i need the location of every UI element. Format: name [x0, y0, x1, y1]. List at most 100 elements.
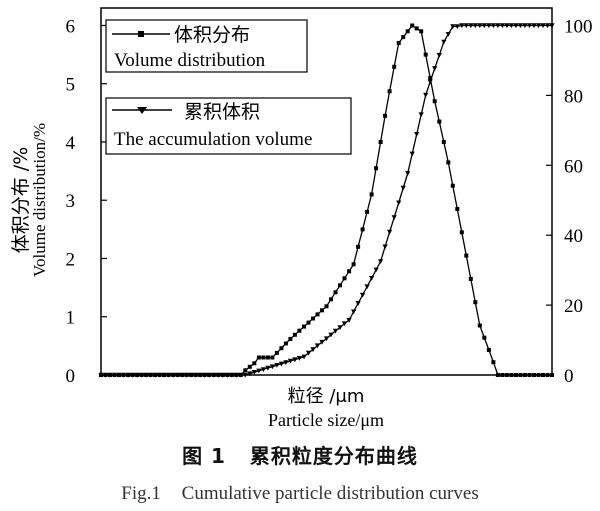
right-tick-label: 40 [564, 226, 583, 247]
triangle-point-marker [544, 23, 551, 29]
square-point-marker [396, 41, 401, 45]
triangle-point-marker [332, 328, 339, 334]
square-point-marker [414, 26, 419, 31]
plot-frame [100, 7, 553, 376]
triangle-point-marker [202, 372, 208, 378]
triangle-point-marker [472, 23, 478, 29]
triangle-point-marker [400, 185, 406, 191]
triangle-point-marker [328, 332, 334, 338]
triangle-point-marker [296, 356, 302, 361]
square-point-marker [338, 283, 342, 288]
triangle-point-marker [323, 336, 330, 342]
triangle-point-marker [436, 53, 442, 58]
triangle-point-marker [454, 24, 460, 30]
figure-title-en: Cumulative particle distribution curves [181, 483, 479, 504]
triangle-point-marker [98, 372, 104, 378]
triangle-point-marker [179, 372, 185, 378]
x-axis-title-cn: 粒径 /μm [288, 386, 365, 407]
triangle-point-marker [116, 372, 122, 378]
square-point-marker [383, 113, 388, 118]
series-accumulation-volume [98, 23, 555, 378]
left-tick-label: 3 [66, 191, 76, 212]
triangle-point-marker [161, 372, 167, 378]
square-point-marker [504, 373, 509, 377]
square-point-marker [392, 64, 397, 69]
left-tick-label: 6 [66, 16, 76, 37]
triangle-point-marker [513, 23, 519, 29]
square-point-marker [545, 373, 550, 377]
square-point-marker [387, 89, 392, 94]
triangle-point-marker [378, 259, 384, 264]
triangle-point-marker [229, 372, 235, 378]
triangle-point-marker [166, 372, 172, 378]
triangle-point-marker [360, 292, 366, 298]
triangle-point-marker [134, 372, 140, 378]
triangle-point-marker [481, 23, 487, 29]
left-tick-label: 2 [66, 249, 76, 270]
figure-title-cn: 累积粒度分布曲线 [249, 444, 418, 468]
legend-volume-cn: 体积分布 [174, 24, 250, 46]
square-point-marker [464, 253, 469, 258]
square-point-marker [509, 373, 514, 377]
triangle-point-marker [540, 23, 546, 29]
square-point-marker [288, 336, 293, 341]
triangle-point-marker [107, 372, 113, 378]
triangle-point-marker [517, 23, 523, 29]
triangle-point-marker [102, 372, 109, 378]
triangle-point-marker [148, 372, 154, 378]
legend-accumulation-cn: 累积体积 [184, 101, 260, 123]
triangle-point-marker [152, 372, 158, 378]
square-point-marker [329, 297, 333, 302]
square-point-marker [419, 29, 424, 34]
square-point-marker [252, 361, 257, 366]
triangle-point-marker [143, 372, 149, 378]
square-point-marker [468, 276, 473, 281]
triangle-point-marker [206, 372, 212, 378]
square-point-marker [302, 324, 306, 329]
triangle-point-marker [139, 372, 145, 378]
triangle-point-marker [211, 372, 217, 378]
triangle-point-marker [499, 23, 505, 29]
triangle-point-marker [341, 321, 348, 327]
triangle-point-marker [450, 24, 456, 30]
triangle-point-marker [233, 372, 239, 378]
right-tick-label: 20 [564, 296, 583, 317]
square-point-marker [243, 368, 248, 373]
figure-caption-en: Fig.1 Cumulative particle distribution c… [0, 483, 600, 505]
left-tick-label: 0 [66, 366, 76, 387]
square-point-marker [297, 328, 302, 333]
square-point-marker [306, 320, 311, 325]
triangle-point-marker [278, 361, 284, 367]
square-point-marker [360, 227, 365, 232]
triangle-point-marker [369, 276, 375, 281]
triangle-point-marker [175, 372, 181, 378]
triangle-point-marker [337, 325, 343, 331]
triangle-point-marker [526, 23, 533, 29]
right-axis-ticks: 0 20 40 60 80 100 [546, 16, 593, 387]
square-point-marker [347, 269, 352, 274]
triangle-point-marker [508, 23, 514, 29]
triangle-point-marker [522, 23, 528, 29]
triangle-point-marker [477, 23, 483, 29]
square-point-marker [437, 119, 442, 124]
figure-label-cn: 图 1 [182, 444, 226, 468]
left-axis-title-en: Volume distribution/% [30, 123, 49, 277]
square-point-marker [446, 160, 451, 165]
triangle-point-marker [486, 23, 492, 29]
right-tick-label: 80 [564, 86, 583, 107]
triangle-point-marker [121, 372, 127, 378]
legend-accumulation: 累积体积 The accumulation volume [105, 97, 352, 155]
left-tick-label: 1 [66, 308, 76, 329]
square-point-marker [256, 355, 261, 360]
square-point-marker [459, 230, 464, 235]
triangle-point-marker [459, 23, 465, 29]
triangle-point-marker [157, 372, 163, 378]
legend-volume: 体积分布 Volume distribution [105, 19, 308, 73]
square-point-marker [428, 75, 433, 80]
x-axis-title-en: Particle size/μm [268, 410, 384, 430]
triangle-point-marker [314, 343, 321, 349]
triangle-point-marker [373, 267, 379, 273]
square-point-marker [311, 316, 315, 321]
triangle-point-marker [184, 372, 190, 378]
series-volume-distribution [99, 23, 554, 377]
